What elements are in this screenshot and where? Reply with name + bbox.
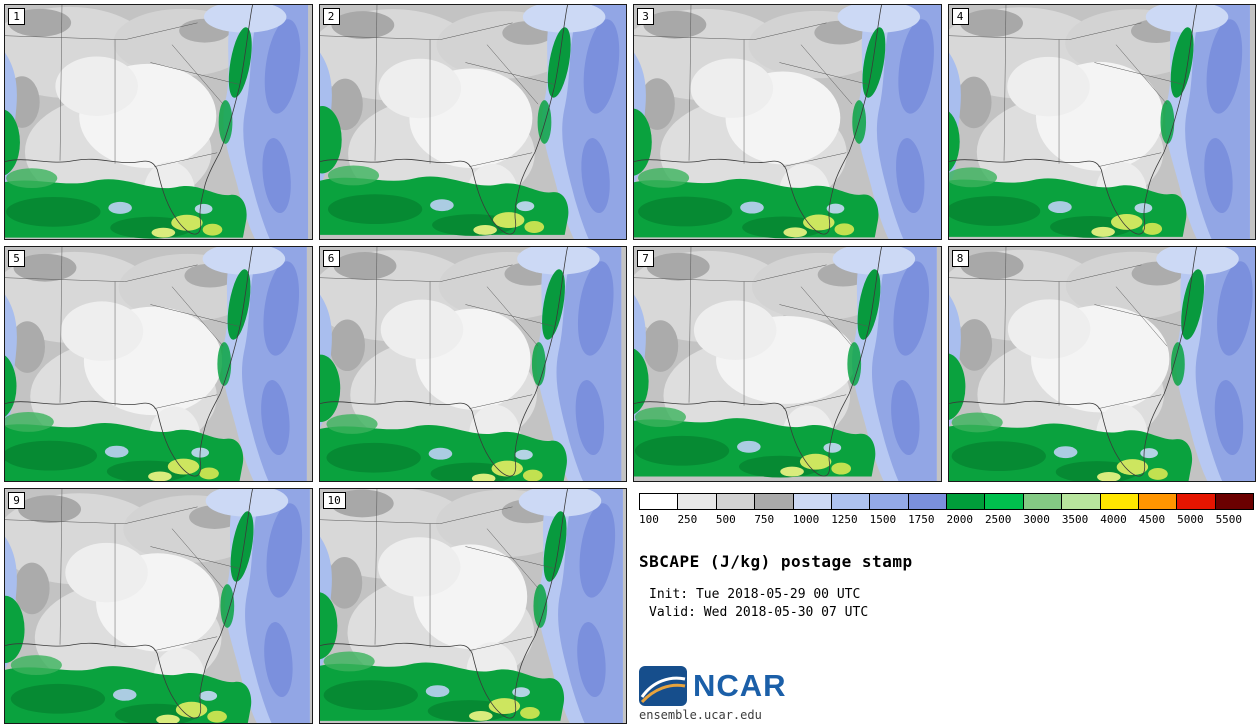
panel-number: 10 [322, 492, 346, 509]
colorbar-segment [1215, 494, 1253, 509]
colorbar-tick-label: 5500 [1215, 513, 1243, 526]
colorbar-tick-label: 3500 [1061, 513, 1089, 526]
colorbar [639, 493, 1254, 510]
colorbar-segment [870, 494, 909, 509]
colorbar-tick-label: 250 [677, 513, 698, 526]
colorbar-segment [831, 494, 871, 509]
colorbar-tick-label: 100 [639, 513, 659, 526]
colorbar-labels: 100 250 500 750 1000 1250 1500 1750 2000 2500 3000… [639, 513, 1254, 526]
colorbar-tick-label: 3000 [1023, 513, 1050, 526]
panel-number: 4 [951, 8, 969, 25]
ensemble-panel-2: 2 [318, 4, 627, 240]
panel-number: 6 [322, 250, 340, 267]
valid-time: Valid: Wed 2018-05-30 07 UTC [649, 605, 869, 620]
ncar-wordmark: NCAR [693, 668, 787, 703]
colorbar-tick-label: 1500 [869, 513, 897, 526]
colorbar-segment [1177, 494, 1216, 509]
colorbar-segment [947, 494, 986, 509]
colorbar-tick-label: 4000 [1100, 513, 1127, 526]
ensemble-panel-9: 9 [4, 488, 313, 724]
colorbar-segment [985, 494, 1024, 509]
colorbar-segment [716, 494, 756, 509]
ensemble-panel-4: 4 [947, 4, 1256, 240]
ncar-logo-block: NCAR ensemble.ucar.edu [639, 666, 787, 722]
panel-number: 8 [951, 250, 969, 267]
site-url[interactable]: ensemble.ucar.edu [639, 708, 762, 722]
legend-info-block: 100 250 500 750 1000 1250 1500 1750 2000 2500 3000… [633, 488, 1256, 724]
colorbar-segment [1100, 494, 1139, 509]
map-canvas [948, 5, 1255, 239]
colorbar-segment [678, 494, 717, 509]
colorbar-segment [755, 494, 794, 509]
ensemble-panel-10: 10 [318, 488, 627, 724]
map-canvas [319, 5, 626, 239]
ensemble-panel-7: 7 [633, 246, 942, 482]
map-canvas [319, 489, 626, 723]
colorbar-tick-label: 750 [754, 513, 775, 526]
ncar-logo-icon [639, 666, 687, 706]
colorbar-tick-label: 1250 [831, 513, 858, 526]
colorbar-tick-label: 2000 [946, 513, 974, 526]
colorbar-tick-label: 4500 [1138, 513, 1166, 526]
colorbar-segment [1023, 494, 1063, 509]
map-canvas [634, 247, 941, 481]
panel-number: 1 [8, 8, 25, 25]
colorbar-segment [640, 494, 679, 509]
init-time: Init: Tue 2018-05-29 00 UTC [649, 587, 861, 602]
colorbar-segment [1138, 494, 1178, 509]
panel-number: 5 [8, 250, 25, 267]
panel-number: 3 [637, 8, 654, 25]
colorbar-tick-label: 5000 [1177, 513, 1204, 526]
colorbar-segment [793, 494, 832, 509]
colorbar-tick-label: 2500 [984, 513, 1012, 526]
colorbar-segment [908, 494, 947, 509]
ensemble-panel-6: 6 [318, 246, 627, 482]
ensemble-panel-3: 3 [633, 4, 942, 240]
ensemble-panel-1: 1 [4, 4, 313, 240]
map-canvas [634, 5, 941, 239]
panel-number: 2 [322, 8, 340, 25]
ensemble-panel-5: 5 [4, 246, 313, 482]
map-canvas [5, 489, 312, 723]
colorbar-tick-label: 500 [715, 513, 736, 526]
ensemble-panel-8: 8 [947, 246, 1256, 482]
panel-number: 9 [8, 492, 25, 509]
colorbar-segment [1062, 494, 1101, 509]
panel-number: 7 [637, 250, 654, 267]
colorbar-tick-label: 1750 [908, 513, 935, 526]
map-canvas [319, 247, 626, 481]
map-canvas [948, 247, 1255, 481]
map-canvas [5, 247, 312, 481]
map-canvas [5, 5, 312, 239]
colorbar-tick-label: 1000 [792, 513, 820, 526]
chart-title: SBCAPE (J/kg) postage stamp [639, 552, 913, 571]
